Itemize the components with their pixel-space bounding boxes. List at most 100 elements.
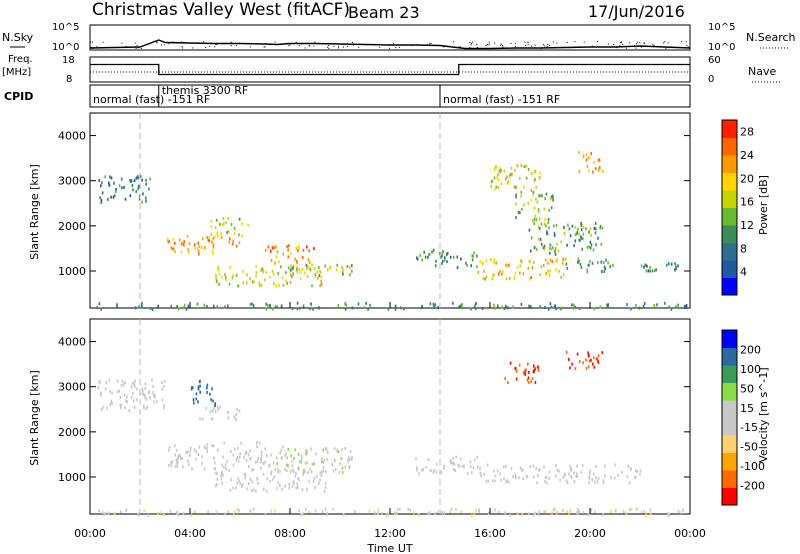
heatmap-cell [226, 460, 228, 463]
heatmap-cell [116, 390, 119, 394]
heatmap-cell [138, 305, 140, 309]
heatmap-cell [599, 226, 602, 230]
heatmap-cell [100, 307, 102, 311]
heatmap-cell [368, 509, 371, 513]
heatmap-cell [542, 246, 545, 250]
noise-search-dot [686, 47, 688, 49]
heatmap-cell [582, 237, 584, 241]
heatmap-cell [493, 273, 495, 277]
heatmap-cell [112, 195, 115, 199]
heatmap-cell [191, 386, 194, 390]
noise-search-dot [90, 41, 92, 43]
heatmap-cell [578, 307, 581, 310]
heatmap-cell [193, 448, 196, 452]
heatmap-cell [582, 510, 585, 514]
heatmap-cell [341, 471, 344, 475]
heatmap-cell [504, 511, 506, 515]
noise-search-dot [685, 41, 687, 43]
heatmap-cell [344, 307, 347, 311]
heatmap-cell [513, 185, 516, 189]
heatmap-cell [594, 221, 597, 225]
heatmap-cell [210, 417, 213, 421]
heatmap-cell [270, 258, 273, 262]
heatmap-cell [170, 464, 173, 468]
heatmap-cell [137, 176, 140, 180]
heatmap-cell [511, 172, 513, 176]
heatmap-cell [294, 474, 297, 478]
noise-search-dot [548, 45, 550, 47]
heatmap-cell [495, 261, 497, 265]
heatmap-cell [482, 277, 484, 280]
heatmap-cell [182, 243, 185, 247]
heatmap-cell [176, 305, 178, 308]
heatmap-cell [126, 395, 128, 399]
heatmap-cell [435, 470, 438, 474]
heatmap-cell [327, 268, 329, 272]
heatmap-cell [342, 513, 345, 517]
heatmap-cell [298, 459, 301, 463]
heatmap-cell [281, 276, 284, 280]
heatmap-cell [586, 268, 589, 272]
heatmap-cell [614, 463, 616, 467]
heatmap-cell [216, 305, 219, 309]
heatmap-cell [427, 255, 429, 259]
heatmap-cell [120, 403, 123, 407]
heatmap-cell [540, 222, 543, 226]
heatmap-cell [555, 223, 558, 227]
heatmap-cell [341, 466, 344, 470]
heatmap-cell [298, 509, 300, 513]
heatmap-cell [593, 365, 596, 369]
heatmap-cell [562, 273, 565, 277]
heatmap-cell [145, 407, 148, 411]
heatmap-cell [512, 475, 514, 479]
heatmap-cell [649, 508, 652, 512]
heatmap-cell [556, 242, 558, 246]
heatmap-cell [295, 486, 298, 490]
noise-search-dot [192, 47, 194, 49]
heatmap-cell [476, 455, 479, 459]
noise-search-dot [300, 43, 302, 45]
cpid-panel-frame [89, 84, 691, 108]
heatmap-cell [590, 152, 592, 156]
heatmap-cell [522, 371, 525, 375]
heatmap-cell [506, 479, 508, 483]
heatmap-cell [346, 265, 349, 268]
heatmap-cell [443, 466, 445, 470]
noise-search-dot [592, 45, 594, 47]
heatmap-cell [171, 460, 173, 464]
heatmap-cell [238, 479, 241, 483]
colorbar-segment [722, 452, 737, 471]
heatmap-cell [265, 307, 268, 311]
heatmap-cell [565, 257, 567, 261]
heatmap-cell [520, 259, 522, 263]
heatmap-cell [325, 446, 327, 450]
heatmap-cell [532, 464, 535, 468]
noise-search-dot [477, 47, 479, 49]
heatmap-cell [286, 281, 288, 285]
heatmap-cell [529, 304, 532, 308]
heatmap-cell [201, 237, 204, 241]
heatmap-cell [271, 246, 274, 250]
heatmap-cell [578, 360, 581, 364]
heatmap-cell [634, 475, 636, 479]
heatmap-cell [174, 453, 176, 457]
heatmap-cell [626, 303, 628, 307]
heatmap-cell [518, 363, 521, 367]
heatmap-cell [261, 267, 263, 271]
heatmap-cell [347, 460, 349, 464]
heatmap-cell [519, 466, 522, 470]
heatmap-cell [594, 167, 597, 171]
heatmap-cell [249, 509, 252, 513]
heatmap-cell [351, 306, 354, 310]
heatmap-cell [578, 151, 580, 154]
heatmap-cell [634, 469, 637, 473]
heatmap-cell [322, 448, 325, 452]
heatmap-cell [597, 359, 599, 363]
noise-search-dot [264, 46, 266, 48]
noise-search-dot [686, 45, 688, 47]
heatmap-cell [198, 380, 201, 384]
heatmap-cell [477, 465, 479, 469]
noise-search-dot [489, 43, 491, 45]
heatmap-cell [235, 486, 237, 490]
